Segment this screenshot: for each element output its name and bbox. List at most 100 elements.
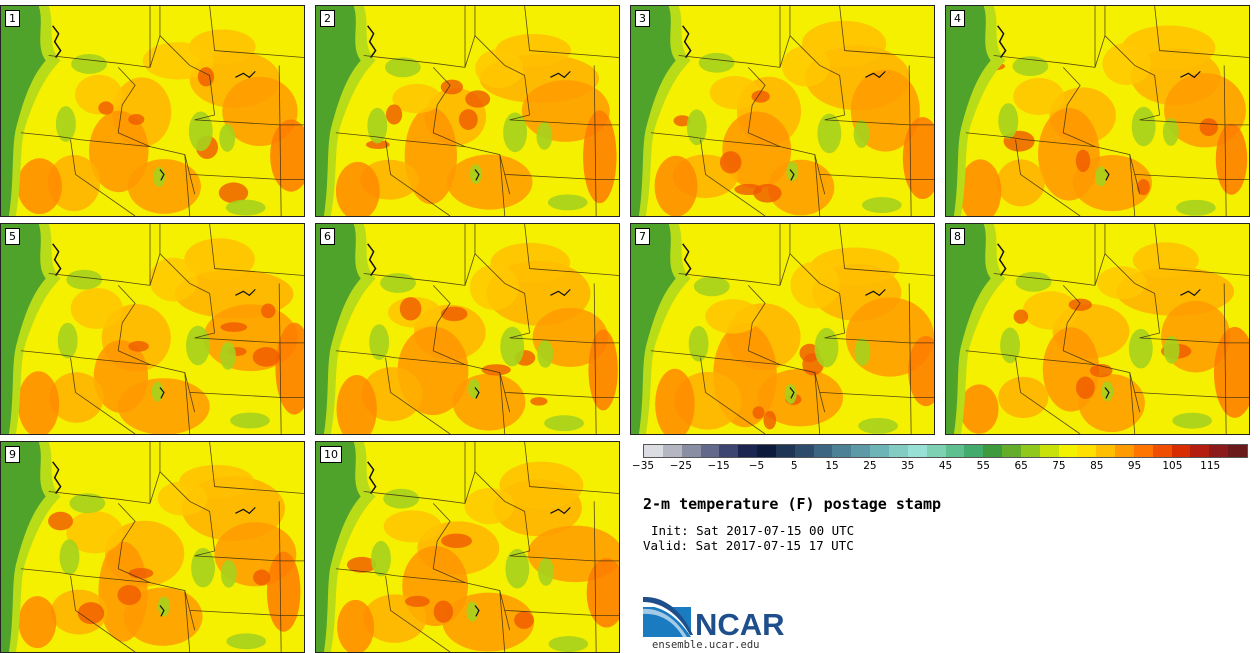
warm-area <box>363 594 427 643</box>
colorbar-tick: 5 <box>790 460 798 472</box>
colorbar-segment <box>907 445 927 457</box>
state-boundary <box>1134 392 1249 398</box>
warm-area <box>959 159 1002 216</box>
ensemble-member-label: 7 <box>635 228 650 245</box>
state-boundary <box>184 372 191 434</box>
state-boundary <box>209 224 304 276</box>
cool-area <box>1000 327 1021 364</box>
colorbar-segment <box>964 445 984 457</box>
cool-area <box>220 560 237 588</box>
warm-area <box>142 42 215 80</box>
state-boundary <box>278 501 282 652</box>
ensemble-member-label: 5 <box>5 228 20 245</box>
colorbar-segment <box>870 445 889 457</box>
hot-spot <box>1013 309 1029 324</box>
state-boundary <box>1094 364 1141 413</box>
ensemble-member-label: 4 <box>950 10 965 27</box>
state-boundary <box>48 55 151 68</box>
colorbar-segment <box>1133 445 1153 457</box>
ocean <box>631 224 676 434</box>
cool-area <box>500 326 525 367</box>
colorbar-tick: 115 <box>1200 460 1221 472</box>
hot-spot <box>734 183 763 195</box>
state-boundary <box>432 285 466 366</box>
cool-area <box>693 276 730 297</box>
cool-area <box>861 197 902 213</box>
state-boundary <box>824 119 934 126</box>
warm-area <box>464 487 515 525</box>
hot-spot <box>197 67 215 87</box>
state-boundary <box>678 55 781 68</box>
colorbar-tick: −5 <box>748 460 765 472</box>
warm-area <box>157 481 208 516</box>
hot-spot <box>458 109 478 130</box>
ensemble-member-label: 8 <box>950 228 965 245</box>
reservoir <box>550 288 571 297</box>
hot-spot <box>77 602 105 625</box>
state-boundary <box>824 337 934 344</box>
ocean <box>1 6 46 216</box>
colorbar-tick: 85 <box>1090 460 1104 472</box>
state-boundary <box>335 568 466 584</box>
state-boundary <box>432 67 466 148</box>
state-boundary <box>385 357 451 434</box>
colorbar-segment <box>794 445 814 457</box>
state-boundary <box>1129 372 1136 434</box>
map-panel: 8 <box>945 223 1250 435</box>
chart-title: 2-m temperature (F) postage stamp <box>643 495 942 513</box>
temperature-map <box>946 6 1249 216</box>
state-boundary <box>779 6 791 68</box>
state-boundary <box>789 35 846 121</box>
state-boundary <box>1139 337 1249 344</box>
warm-area <box>1215 123 1248 195</box>
state-boundary <box>48 491 151 504</box>
map-panel: 1 <box>0 5 305 217</box>
puget-sound <box>997 25 1007 58</box>
cool-area <box>1015 271 1052 292</box>
warm-area <box>709 75 760 110</box>
cool-area <box>853 120 870 148</box>
warm-area <box>184 238 255 281</box>
ocean <box>1 442 46 652</box>
cool-area <box>1163 336 1180 364</box>
cool-area <box>230 412 270 429</box>
warm-area <box>1213 326 1249 418</box>
colorbar-segment <box>719 445 739 457</box>
state-boundary <box>20 568 151 584</box>
cool-area <box>1095 166 1107 187</box>
colorbar-segment <box>1077 445 1097 457</box>
warm-area <box>767 159 835 216</box>
state-boundary <box>1104 35 1161 121</box>
cool-area <box>219 124 236 152</box>
warm-area <box>392 83 442 114</box>
colorbar-tick: 15 <box>825 460 839 472</box>
warm-area <box>583 110 617 204</box>
state-boundary <box>1139 119 1249 126</box>
state-boundary <box>117 67 151 148</box>
state-boundary <box>464 224 476 286</box>
hot-spot <box>530 396 548 406</box>
ensemble-member-label: 1 <box>5 10 20 27</box>
state-boundary <box>70 357 136 434</box>
warm-area <box>705 299 760 334</box>
hot-spot <box>365 140 390 149</box>
state-boundary <box>504 174 619 180</box>
warm-area <box>335 161 380 216</box>
ensemble-member-label: 2 <box>320 10 335 27</box>
cool-area <box>59 539 80 575</box>
hot-spot <box>399 297 422 321</box>
temperature-map <box>631 6 934 216</box>
state-boundary <box>184 154 191 216</box>
colorbar-segment <box>662 445 682 457</box>
temperature-colorbar <box>643 444 1248 458</box>
cool-area <box>1176 199 1216 216</box>
state-boundary <box>908 65 912 216</box>
state-boundary <box>335 132 466 148</box>
reservoir <box>550 70 571 79</box>
cool-area <box>55 106 76 142</box>
puget-sound <box>52 25 62 58</box>
map-panel: 2 <box>315 5 620 217</box>
state-boundary <box>993 55 1096 68</box>
warm-area <box>270 119 304 192</box>
state-boundary <box>650 132 781 148</box>
